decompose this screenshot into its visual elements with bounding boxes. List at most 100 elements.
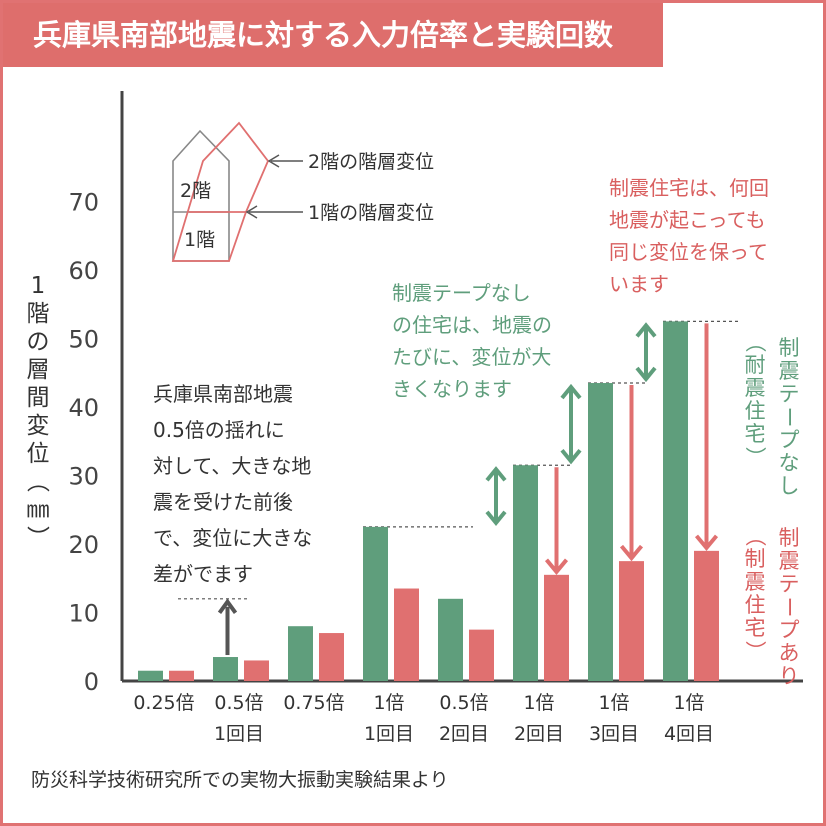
y-axis-label-char: 階 — [27, 301, 50, 327]
note-red-line: います — [609, 272, 669, 296]
note-red-line: 同じ変位を保って — [609, 240, 768, 264]
x-tick-label-sub: 1回目 — [364, 723, 414, 745]
arrow-down-red-head — [619, 544, 644, 562]
x-tick-label-sub: 4回目 — [664, 723, 714, 745]
series-label-without-sub: （ — [743, 332, 767, 353]
x-tick-label: 0.25倍 — [133, 692, 194, 714]
double-arrow-green-head — [635, 322, 657, 338]
note-left-line: 震を受けた前後 — [153, 490, 293, 514]
series-label-with: り — [779, 664, 800, 688]
arrow-down-red-head — [694, 534, 719, 551]
floor2-pointer-head — [267, 154, 280, 168]
arrow-up-dark-head — [217, 598, 238, 614]
series-label-without: ー — [777, 407, 801, 428]
floor1-pointer-head — [245, 205, 258, 219]
title-bar: 兵庫県南部地震に対する入力倍率と実験回数 — [3, 3, 663, 67]
series-label-with-sub: ） — [743, 641, 767, 662]
series-label-without: な — [779, 451, 800, 475]
y-tick-label: 30 — [68, 463, 99, 491]
series-label-without: テ — [779, 382, 800, 406]
floor2-label: 2階 — [180, 180, 211, 202]
floor1-label: 1階 — [184, 229, 215, 251]
series-label-without-sub: 耐 — [745, 353, 766, 377]
series-label-with-sub: 宅 — [745, 616, 766, 640]
bar-with-tape — [394, 588, 419, 681]
note-green-line: たびに、変位が大 — [392, 345, 551, 369]
bar-without-tape — [363, 526, 388, 681]
y-axis-label-char: 位 — [27, 441, 50, 467]
x-tick-label: 1倍 — [523, 692, 554, 714]
note-left-line: 兵庫県南部地震 — [153, 382, 293, 406]
series-label-with: あ — [779, 641, 800, 665]
double-arrow-green-head — [485, 510, 507, 527]
arrows — [217, 322, 719, 656]
series-label-with: テ — [779, 572, 800, 596]
series-label-with-sub: 制 — [745, 547, 766, 571]
y-tick-label: 20 — [68, 531, 99, 559]
series-label-with: 震 — [779, 549, 800, 573]
bar-with-tape — [319, 633, 344, 681]
note-red-line: 地震が起こっても — [609, 208, 766, 232]
note-green-line: きくなります — [392, 377, 512, 401]
bar-with-tape — [619, 561, 644, 681]
bar-without-tape — [213, 657, 238, 681]
y-axis-label-char: の — [27, 329, 50, 355]
y-axis-label-char: ㎜ — [27, 497, 50, 523]
note-green-line: 制震テープなし — [392, 281, 531, 305]
series-label-with: ー — [777, 597, 801, 618]
x-tick-label: 0.5倍 — [439, 692, 488, 714]
series-label-with: プ — [779, 618, 800, 642]
y-tick-label: 60 — [68, 257, 99, 285]
series-label-without-sub: 住 — [745, 399, 766, 423]
chart-title: 兵庫県南部地震に対する入力倍率と実験回数 — [33, 18, 614, 52]
y-axis-label-char: ） — [24, 526, 50, 549]
series-label-without: プ — [779, 428, 800, 452]
series-label-without: 震 — [779, 359, 800, 383]
floor1-caption: 1階の階層変位 — [308, 202, 434, 224]
x-tick-label: 0.5倍 — [214, 692, 263, 714]
arrow-down-red-head — [544, 558, 569, 575]
series-label-with: 制 — [779, 526, 800, 550]
y-tick-label: 40 — [68, 394, 99, 422]
x-tick-label: 1倍 — [373, 692, 404, 714]
bar-without-tape — [588, 383, 613, 681]
bar-with-tape — [694, 550, 719, 681]
y-tick-label: 10 — [68, 600, 99, 628]
double-arrow-green-head — [560, 448, 582, 465]
floor2-caption: 2階の階層変位 — [308, 151, 434, 173]
y-axis-label-char: 間 — [27, 385, 50, 411]
source-note: 防災科学技術研究所での実物大振動実験結果より — [31, 769, 449, 791]
x-tick-label: 1倍 — [598, 692, 629, 714]
note-left-line: 差がでます — [153, 562, 253, 586]
y-tick-label: 70 — [68, 189, 99, 217]
note-green-line: の住宅は、地震の — [392, 313, 552, 337]
bar-without-tape — [663, 321, 688, 681]
y-axis-label-char: 変 — [27, 413, 50, 439]
series-label-without-sub: 震 — [745, 376, 766, 400]
x-tick-label: 0.75倍 — [283, 692, 344, 714]
x-tick-label-sub: 1回目 — [214, 723, 264, 745]
note-red-line: 制震住宅は、何回 — [609, 176, 769, 200]
house-outline — [172, 129, 230, 262]
series-label-with-sub: （ — [743, 526, 767, 547]
annotation-notes: 兵庫県南部地震 0.5倍の揺れに対して、大きな地震を受けた前後で、変位に大きな差が… — [153, 176, 769, 586]
bar-without-tape — [288, 626, 313, 681]
note-left-line: 0.5倍の揺れに — [153, 418, 285, 442]
series-label-with-sub: 震 — [745, 570, 766, 594]
note-left-line: 対して、大きな地 — [153, 454, 311, 478]
bar-without-tape — [513, 465, 538, 681]
series-label-without: し — [779, 474, 800, 498]
bars — [138, 321, 719, 681]
bar-without-tape — [438, 598, 463, 681]
double-arrow-green-head — [485, 466, 507, 482]
double-arrow-green-head — [560, 383, 582, 400]
y-tick-labels: 0 10 20 30 40 50 60 70 — [68, 189, 99, 697]
y-axis-label-char: （ — [24, 470, 50, 493]
y-tick-label: 0 — [84, 668, 99, 696]
x-tick-labels: 0.25倍 0.5倍 1回目 0.75倍 1倍 1回目 0.5倍 2回目 1倍 2回目 1倍 3回目 1… — [133, 692, 714, 745]
x-tick-label: 1倍 — [673, 692, 704, 714]
bar-with-tape — [544, 574, 569, 681]
